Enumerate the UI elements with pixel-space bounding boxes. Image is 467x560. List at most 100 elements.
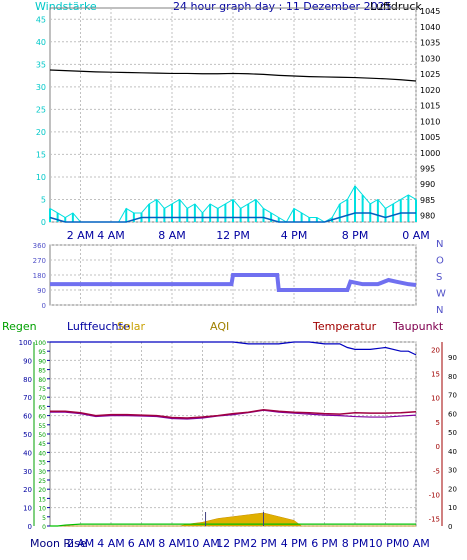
rain-tick-label: 60 — [38, 414, 46, 421]
rain-tick-label: 95 — [38, 349, 46, 356]
temperature-tick-label: 20 — [431, 346, 440, 354]
x-tick-label: 4 AM — [97, 537, 125, 550]
rain-tick-label: 35 — [38, 460, 46, 467]
solar-tick-label: 40 — [448, 448, 457, 456]
y-tick-label: 10 — [36, 173, 46, 182]
rain-tick-label: 85 — [38, 368, 46, 375]
legend-temperature: Temperatur — [312, 320, 377, 333]
x-tick-label: 12 PM — [216, 537, 250, 550]
x-tick-label: 4 PM — [281, 229, 308, 242]
y-tick-label: 45 — [36, 15, 46, 24]
x-tick-label: 4 PM — [281, 537, 308, 550]
legend-solar: Solar — [117, 320, 146, 333]
x-tick-label: 2 AM — [67, 229, 95, 242]
solar-tick-label: 80 — [448, 373, 457, 381]
compass-label: N — [436, 305, 443, 316]
direction-tick-label: 90 — [37, 287, 46, 295]
y2-tick-label: 1020 — [420, 86, 440, 95]
direction-tick-label: 180 — [33, 272, 46, 280]
pressure-axis-title: Luftdruck — [370, 0, 422, 13]
solar-tick-label: 90 — [448, 354, 457, 362]
compass-label: W — [436, 289, 446, 300]
rain-tick-label: 70 — [38, 395, 46, 402]
rain-tick-label: 15 — [38, 496, 46, 503]
solar-tick-label: 30 — [448, 467, 457, 475]
y-tick-label: 15 — [36, 150, 46, 159]
x-tick-label: 12 PM — [216, 229, 250, 242]
moon-rise-label: Moon Rise — [30, 537, 87, 550]
y-tick-label: 20 — [36, 128, 46, 137]
wind-average-line — [49, 212, 416, 223]
y-tick-label: 40 — [36, 38, 46, 47]
humidity-tick-label: 50 — [23, 431, 32, 439]
x-tick-label: 6 AM — [128, 537, 156, 550]
x-tick-label: 8 AM — [158, 537, 186, 550]
humidity-tick-label: 10 — [23, 505, 32, 513]
compass-label: O — [436, 256, 444, 267]
temperature-line — [50, 409, 417, 419]
rain-tick-label: 40 — [38, 450, 46, 457]
humidity-tick-label: 70 — [23, 394, 32, 402]
rain-tick-label: 10 — [38, 506, 46, 513]
rain-tick-label: 100 — [35, 340, 47, 347]
y2-tick-label: 1025 — [420, 70, 440, 79]
direction-tick-label: 270 — [33, 257, 46, 265]
x-tick-label: 0 AM — [402, 229, 430, 242]
x-tick-label: 8 PM — [342, 229, 369, 242]
chart-title: 24 hour graph day : 11 Dezember 2025 — [173, 0, 392, 13]
y-tick-label: 25 — [36, 105, 46, 114]
y2-tick-label: 1005 — [420, 133, 440, 142]
humidity-line — [50, 341, 417, 356]
x-tick-label: 8 PM — [342, 537, 369, 550]
x-tick-label: 10 AM — [185, 537, 220, 550]
temperature-tick-label: 15 — [431, 370, 440, 378]
x-tick-label: 4 AM — [97, 229, 125, 242]
humidity-tick-label: 100 — [19, 339, 32, 347]
chart-marks: 2 AM 4 AM 8 AM 12 PM 4 PM 8 PM 0 AM05101520253… — [19, 7, 457, 550]
humidity-tick-label: 80 — [23, 376, 32, 384]
compass-label: N — [436, 239, 443, 250]
rain-tick-label: 0 — [42, 524, 46, 531]
x-tick-label: 0 AM — [402, 537, 430, 550]
temperature-tick-label: -10 — [429, 492, 440, 500]
y2-tick-label: 985 — [420, 196, 435, 205]
y2-tick-label: 1030 — [420, 54, 440, 63]
temperature-tick-label: 0 — [436, 443, 440, 451]
y2-tick-label: 1040 — [420, 23, 440, 32]
rain-tick-label: 75 — [38, 386, 46, 393]
temperature-tick-label: 10 — [431, 395, 440, 403]
rain-tick-label: 65 — [38, 404, 46, 411]
y-tick-label: 0 — [41, 218, 46, 227]
solar-tick-label: 10 — [448, 504, 457, 512]
humidity-tick-label: 90 — [23, 357, 32, 365]
y2-tick-label: 1045 — [420, 7, 440, 16]
temperature-tick-label: -15 — [429, 516, 440, 524]
temperature-tick-label: 5 — [436, 419, 440, 427]
rain-line — [50, 523, 416, 527]
rain-tick-label: 20 — [38, 487, 46, 494]
y2-tick-label: 995 — [420, 165, 435, 174]
y2-tick-label: 980 — [420, 212, 435, 221]
wind-direction-line — [50, 273, 417, 292]
rain-tick-label: 50 — [38, 432, 46, 439]
direction-tick-label: 0 — [42, 302, 46, 310]
legend-aqi: AQI — [210, 320, 229, 333]
temperature-tick-label: -5 — [433, 467, 440, 475]
solar-tick-label: 20 — [448, 485, 457, 493]
y2-tick-label: 1010 — [420, 117, 440, 126]
rain-tick-label: 80 — [38, 377, 46, 384]
rain-tick-label: 25 — [38, 478, 46, 485]
solar-tick-label: 60 — [448, 410, 457, 418]
humidity-tick-label: 0 — [28, 523, 32, 531]
rain-tick-label: 30 — [38, 469, 46, 476]
legend-humidity: Luftfeuchte — [67, 320, 130, 333]
y2-tick-label: 1015 — [420, 102, 440, 111]
y-tick-label: 5 — [41, 195, 46, 204]
solar-tick-label: 50 — [448, 429, 457, 437]
humidity-tick-label: 40 — [23, 449, 32, 457]
rain-tick-label: 5 — [42, 515, 46, 522]
x-tick-label: 8 AM — [158, 229, 186, 242]
rain-tick-label: 55 — [38, 423, 46, 430]
